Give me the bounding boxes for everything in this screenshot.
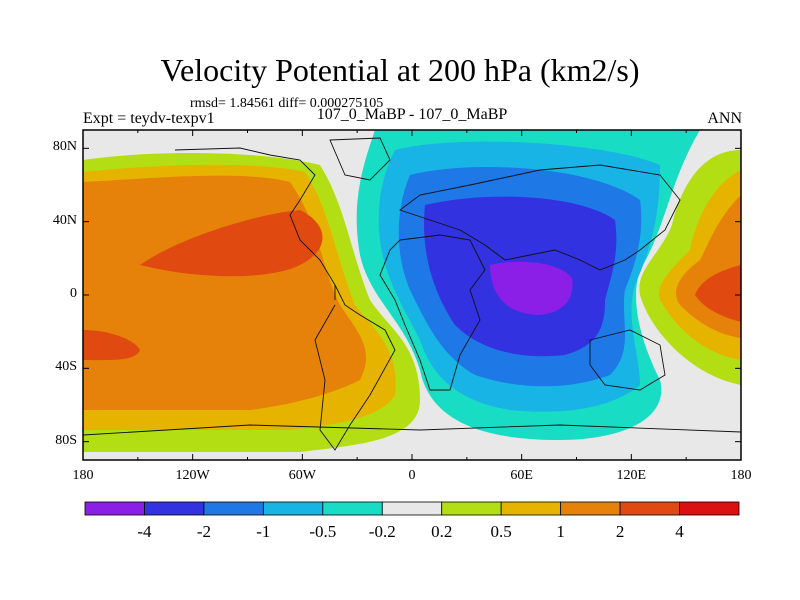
contour-pos-2-south [83, 330, 140, 361]
contour-neg-4 [490, 261, 573, 315]
contour-east-2 [695, 265, 741, 322]
x-tick-label: 180 [730, 468, 752, 483]
colorbar-label: -0.2 [368, 522, 396, 541]
y-tick-label: 80S [55, 432, 77, 448]
x-tick-label: 180 [72, 468, 94, 483]
coastline-australia [589, 329, 666, 391]
x-tick-label: 60E [510, 468, 533, 483]
colorbar-swatch [203, 501, 264, 516]
colorbar-swatch [679, 501, 740, 516]
colorbar-label: 4 [675, 522, 684, 541]
coastline-antarctica [83, 424, 741, 436]
colorbar-swatch [560, 501, 621, 516]
colorbar-swatch [619, 501, 680, 516]
coastlines [83, 137, 741, 451]
colorbar-swatch [262, 501, 324, 516]
y-tick-label: 0 [70, 286, 77, 301]
experiment-label: Expt = teydv-texpv1 [83, 110, 215, 127]
x-tick-label: 120W [175, 468, 210, 483]
coastline-africa [379, 234, 486, 391]
colorbar [84, 501, 740, 516]
colorbar-label: 0.2 [431, 522, 453, 541]
colorbar-label: 1 [556, 522, 565, 541]
colorbar-swatch [84, 501, 145, 516]
y-tick-label: 40N [52, 212, 77, 228]
contour-pos-2-north [140, 210, 323, 277]
coastline-eurasia [399, 164, 681, 271]
season-label: ANN [707, 110, 742, 127]
colorbar-label: -4 [137, 522, 152, 541]
colorbar-swatch [441, 501, 502, 516]
axis-ticks [82, 130, 742, 460]
colorbar-label: -0.5 [309, 522, 337, 541]
coastline-north-america [174, 147, 336, 300]
colorbar-swatch [144, 501, 205, 516]
coastline-greenland [329, 137, 391, 181]
coastline-south-america [314, 284, 396, 451]
y-tick-label: 80N [52, 139, 77, 155]
x-tick-label: 120E [616, 468, 647, 483]
colorbar-label: -1 [256, 522, 271, 541]
colorbar-label: 0.5 [490, 522, 512, 541]
chart-title: Velocity Potential at 200 hPa (km2/s) [160, 52, 640, 88]
colorbar-label: 2 [615, 522, 625, 541]
y-tick-label: 40S [55, 359, 77, 375]
colorbar-swatch [381, 501, 443, 516]
colorbar-label: -2 [196, 522, 211, 541]
contour-field [83, 130, 741, 460]
colorbar-swatch [500, 501, 562, 516]
x-tick-label: 60W [288, 468, 316, 483]
case-label: 107_0_MaBP - 107_0_MaBP [316, 106, 508, 123]
colorbar-swatch [322, 501, 383, 516]
stats-label: rmsd= 1.84561 diff= 0.000275105 [190, 96, 384, 111]
x-tick-label: 0 [408, 468, 416, 483]
